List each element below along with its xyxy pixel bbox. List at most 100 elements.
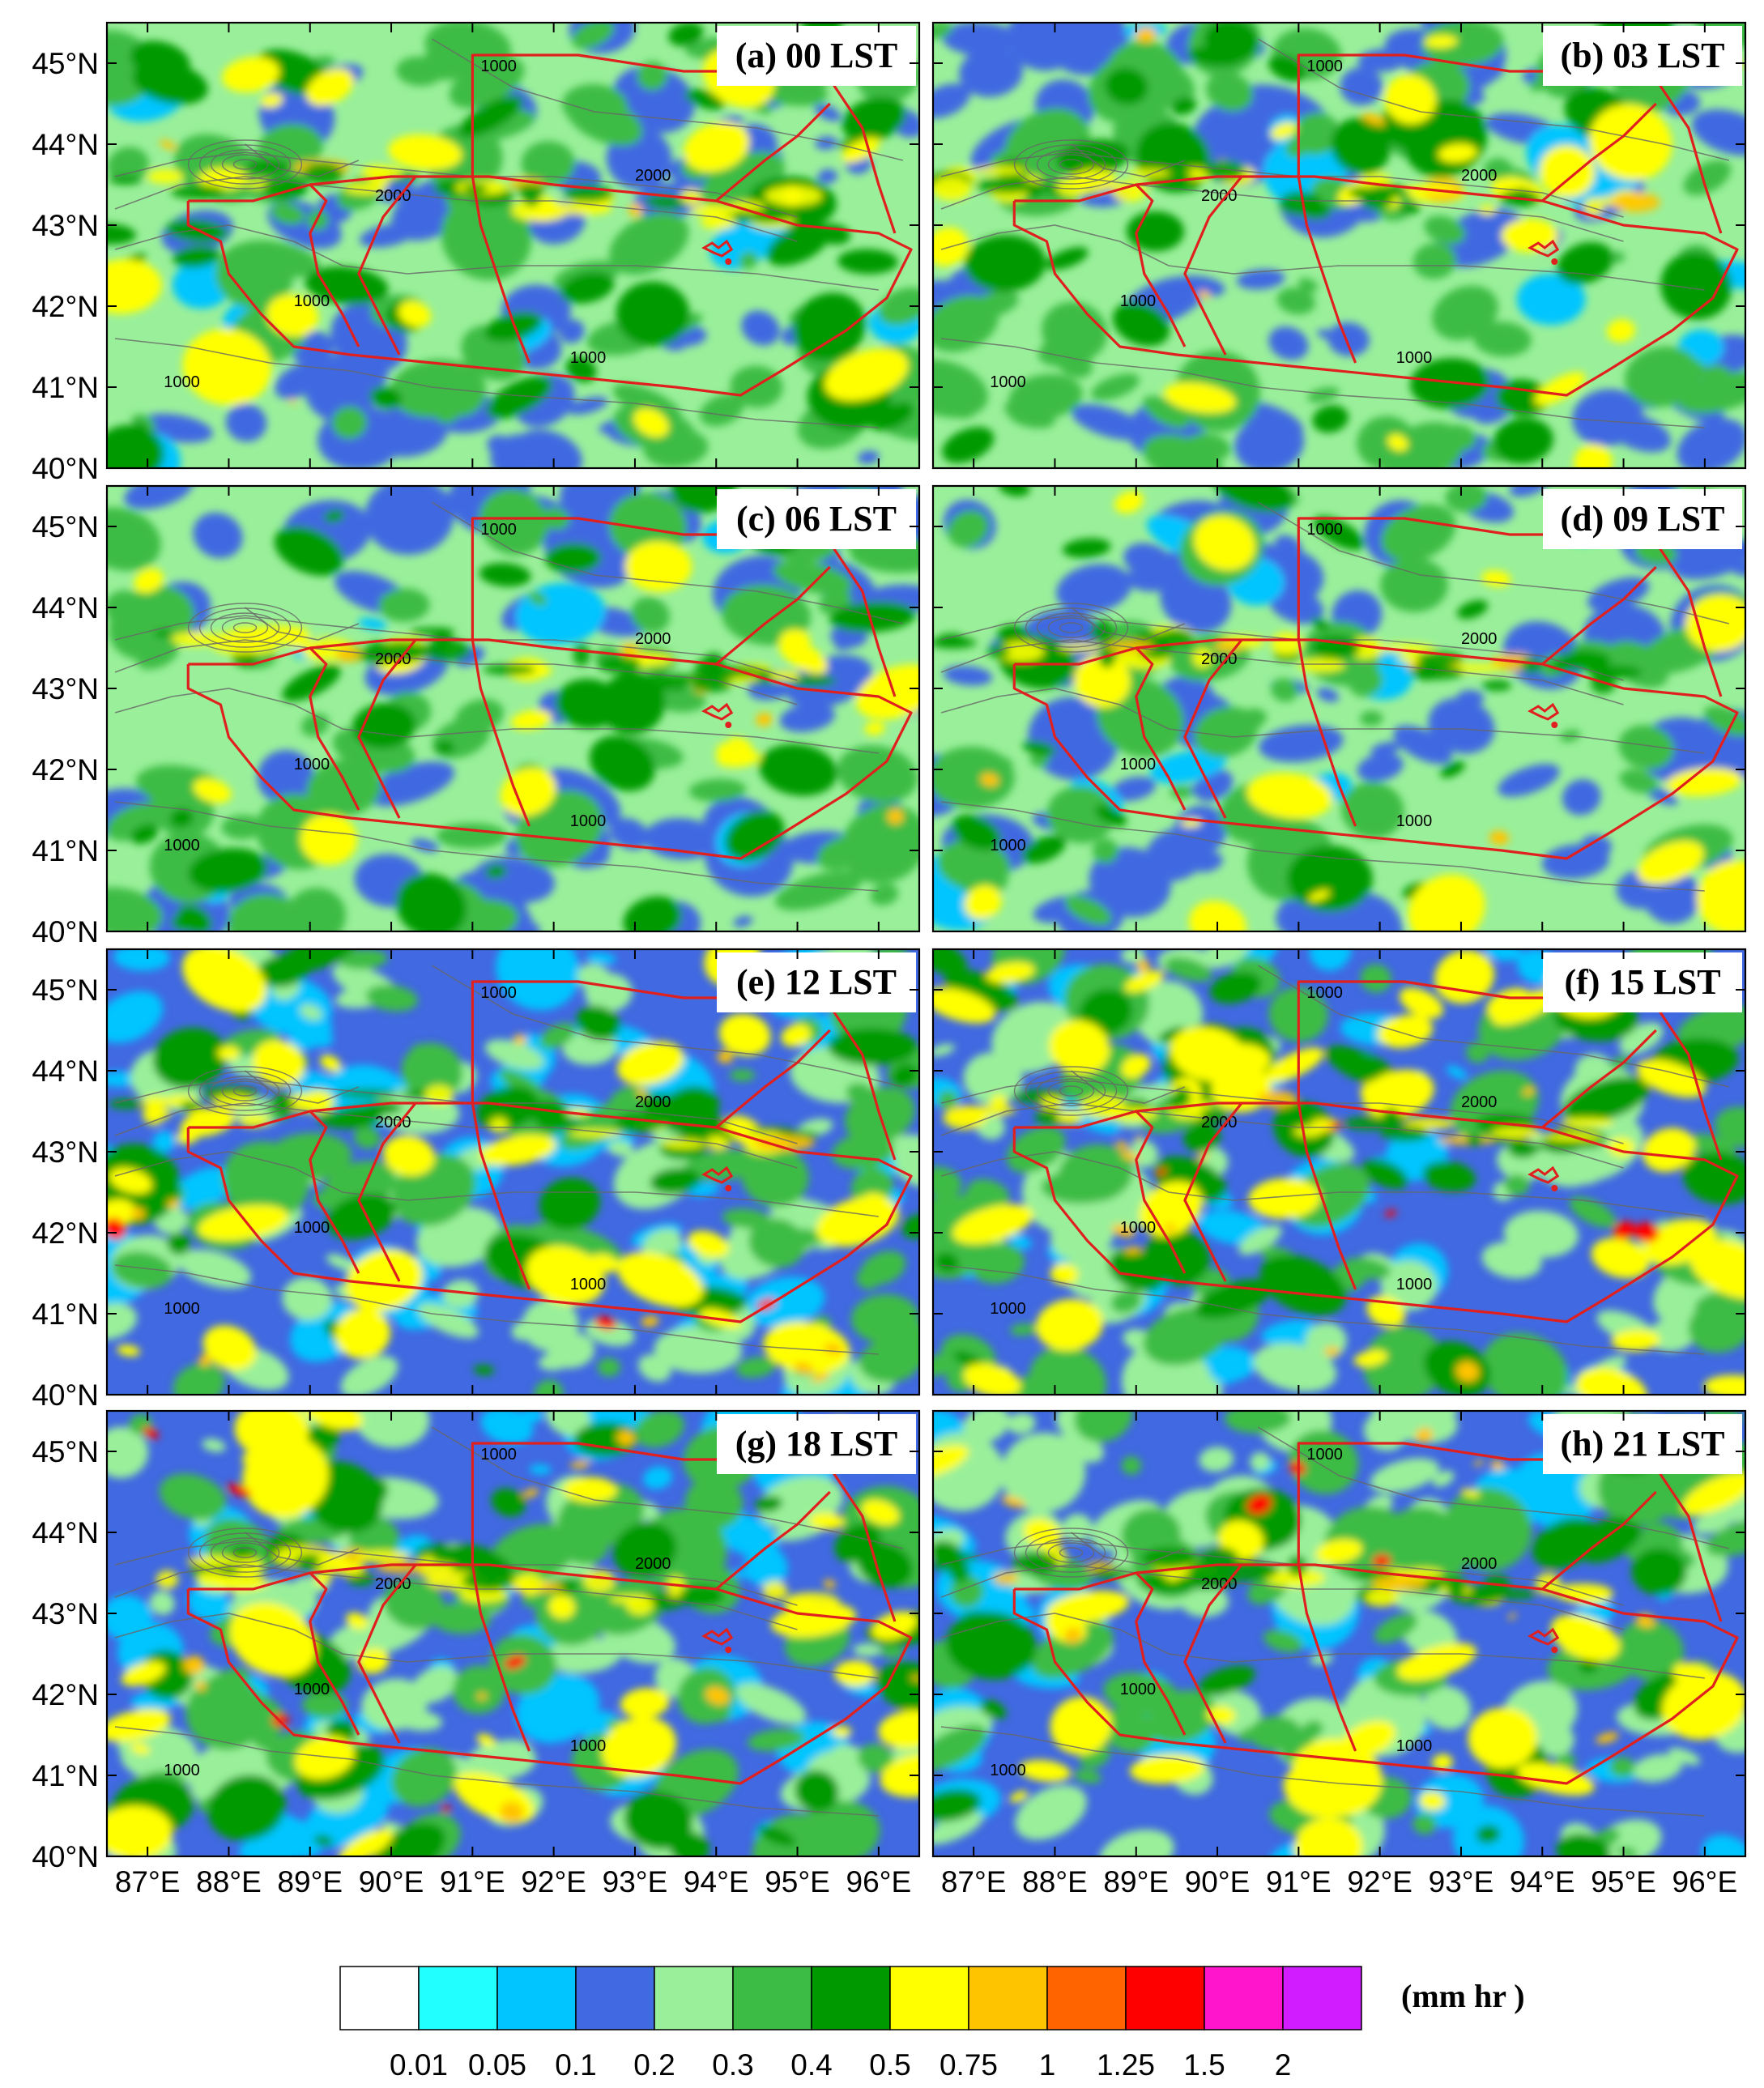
lat-tick-label: 45°N bbox=[32, 47, 99, 80]
boundary-line bbox=[1183, 1102, 1243, 1282]
boundary-line bbox=[309, 1110, 360, 1274]
contour-line bbox=[940, 615, 1624, 681]
contour-label: 2000 bbox=[635, 167, 671, 185]
contour-line bbox=[1047, 1542, 1095, 1563]
lon-tick-label: 92°E bbox=[521, 1865, 586, 1898]
contour-line bbox=[245, 607, 360, 641]
contour-line bbox=[114, 338, 879, 428]
colorbar-label: 1.5 bbox=[1183, 2048, 1225, 2082]
contour-line bbox=[940, 151, 1624, 218]
station-dot bbox=[1551, 1185, 1558, 1191]
colorbar-box bbox=[811, 1966, 891, 2030]
lat-tick-label: 42°N bbox=[32, 1678, 99, 1711]
lat-tick-label: 45°N bbox=[32, 1435, 99, 1468]
boundary-line bbox=[715, 102, 831, 202]
lon-tick-label: 96°E bbox=[846, 1865, 912, 1898]
lon-tick-label: 91°E bbox=[1266, 1865, 1332, 1898]
boundary-line bbox=[1135, 1110, 1187, 1274]
contour-label: 1000 bbox=[480, 521, 517, 539]
colorbar-label: 0.3 bbox=[712, 2048, 753, 2082]
panel-title-text: (b) 03 LST bbox=[1561, 36, 1725, 75]
contour-line bbox=[1071, 607, 1186, 641]
panel-title-text: (c) 06 LST bbox=[736, 499, 897, 539]
contour-line bbox=[114, 688, 879, 754]
panel-title-box bbox=[1543, 1414, 1742, 1474]
lat-tick-label: 43°N bbox=[32, 1136, 99, 1169]
panel-frame bbox=[105, 21, 921, 470]
lake-outline bbox=[1528, 239, 1560, 258]
lat-tick-label: 40°N bbox=[32, 452, 99, 485]
contour-label: 1000 bbox=[1306, 58, 1343, 75]
boundary-line bbox=[471, 639, 531, 827]
colorbar: 0.01 0.05 0.1 0.2 0.3 0.4 0.5 0.75 1 1.25 1.5 2 (mm… bbox=[339, 1966, 1525, 2082]
contour-line bbox=[940, 688, 1705, 754]
contour-line bbox=[431, 501, 904, 624]
station-dot bbox=[1551, 258, 1558, 265]
precip-field bbox=[933, 486, 1745, 931]
contour-line bbox=[1013, 1066, 1129, 1116]
panel-frame bbox=[931, 1409, 1747, 1858]
contour-label: 2000 bbox=[1461, 1093, 1498, 1111]
contour-label: 1000 bbox=[570, 349, 607, 367]
lat-tick-label: 44°N bbox=[32, 128, 99, 161]
contour-line bbox=[210, 1076, 280, 1106]
panel-title-box bbox=[1543, 952, 1742, 1012]
panel-title-box bbox=[1543, 26, 1742, 86]
contour-line bbox=[1059, 1085, 1084, 1097]
lake-outline bbox=[701, 1627, 734, 1646]
panel-title: (a) 00 LST bbox=[717, 26, 916, 86]
contour-label: 1000 bbox=[990, 1762, 1026, 1779]
contour-label: 1000 bbox=[1396, 1276, 1433, 1293]
colorbar-units: (mm hr ) bbox=[1401, 1978, 1525, 2014]
contour-line bbox=[940, 1102, 1624, 1169]
colorbar-box bbox=[339, 1966, 420, 2030]
lon-tick-label: 94°E bbox=[684, 1865, 749, 1898]
panel-title-box bbox=[717, 26, 916, 86]
lon-tick-label: 90°E bbox=[359, 1865, 424, 1898]
lon-tick-label: 89°E bbox=[1103, 1865, 1169, 1898]
lake-outline bbox=[1528, 1165, 1560, 1184]
contour-line bbox=[1025, 607, 1118, 648]
boundary-line bbox=[357, 638, 417, 819]
contour-line bbox=[221, 1080, 269, 1102]
contour-line bbox=[1013, 603, 1129, 653]
contour-line bbox=[187, 603, 303, 653]
contour-line bbox=[1071, 1532, 1186, 1566]
boundary-line bbox=[471, 176, 531, 364]
panel-frame bbox=[105, 948, 921, 1396]
contour-label: 1000 bbox=[480, 58, 517, 75]
contour-line bbox=[114, 801, 879, 892]
boundary-line bbox=[1135, 183, 1187, 347]
lat-tick-label: 44°N bbox=[32, 1516, 99, 1549]
contour-label: 1000 bbox=[1120, 292, 1157, 310]
contour-line bbox=[210, 612, 280, 643]
contour-line bbox=[114, 639, 798, 705]
colorbar-labels: 0.01 0.05 0.1 0.2 0.3 0.4 0.5 0.75 1 1.25 1.5 2 bbox=[390, 2048, 1291, 2082]
lon-tick-label: 95°E bbox=[765, 1865, 830, 1898]
contour-line bbox=[232, 1085, 258, 1097]
boundary-line bbox=[1541, 1029, 1657, 1129]
contour-label: 1000 bbox=[570, 1737, 607, 1755]
contour-label: 1000 bbox=[1120, 1219, 1157, 1237]
station-dot bbox=[1551, 722, 1558, 728]
boundary-line bbox=[1012, 638, 1739, 860]
contour-label: 2000 bbox=[635, 630, 671, 648]
boundary-line bbox=[186, 1563, 913, 1785]
contour-line bbox=[114, 176, 798, 242]
admin-boundaries bbox=[1012, 980, 1739, 1323]
contour-line bbox=[198, 1532, 292, 1573]
contour-line bbox=[114, 1102, 798, 1169]
contour-label: 1000 bbox=[294, 756, 330, 773]
lat-tick-label: 40°N bbox=[32, 1379, 99, 1412]
panel-title-box bbox=[1543, 489, 1742, 549]
contour-line bbox=[1013, 1528, 1129, 1578]
panel-frame bbox=[931, 484, 1747, 933]
boundary-line bbox=[186, 1102, 913, 1323]
